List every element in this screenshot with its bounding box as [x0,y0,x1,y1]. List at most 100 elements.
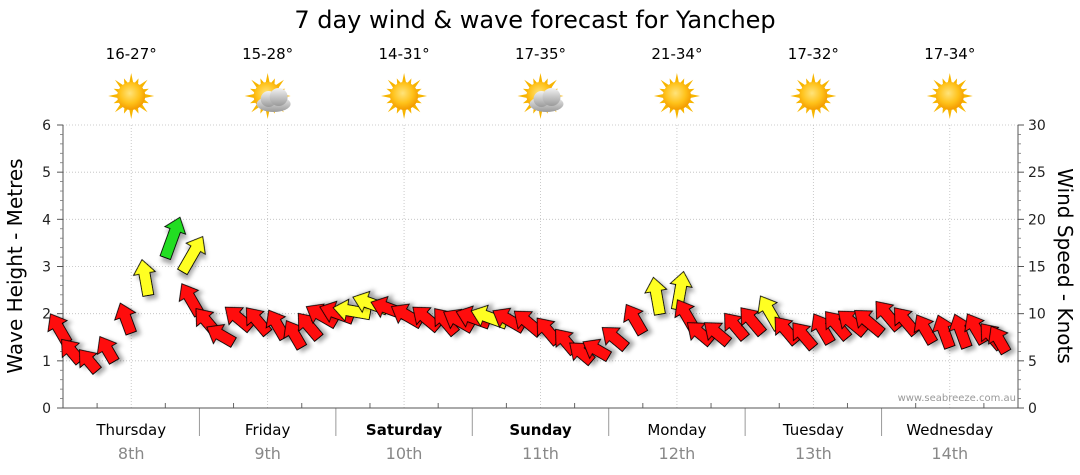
right-tick-label: 30 [1028,118,1046,134]
wind-arrow [703,322,733,348]
credit-text: www.seabreeze.com.au [898,393,1016,404]
sun-ray [947,73,952,84]
sun-icon [108,73,155,119]
day-label: Wednesday [906,421,993,439]
sun-ray [129,73,134,84]
wind-arrow [792,322,819,352]
weather-row: 16-27° 15-28° 14-31° 17-35° 21-34° 17-32° 17-3… [106,45,975,119]
sun-ray [401,108,407,119]
wind-arrow [601,327,630,353]
right-axis-title: Wind Speed - Knots [1053,168,1077,364]
sun-ray [674,108,680,119]
wind-arrow [623,303,649,337]
right-tick-label: 5 [1028,354,1037,370]
sun-ray [653,93,665,99]
left-tick-label: 2 [42,307,51,323]
day-label: Tuesday [782,421,844,439]
wind-arrow [740,307,768,338]
cloud-shape [529,88,564,112]
date-label: 9th [254,444,281,463]
temp-range: 14-31° [379,45,430,63]
wind-arrow [47,313,73,346]
sun-disc [935,82,964,110]
chart-title: 7 day wind & wave forecast for Yanchep [294,6,775,34]
sun-disc [662,82,691,110]
wind-arrow [825,311,853,342]
sun-icon [926,73,973,119]
temp-range: 21-34° [651,45,702,63]
day-labels: Thursday 8th Friday 9th Saturday 10th Sunday 11… [95,421,993,463]
right-tick-label: 20 [1028,212,1046,228]
left-tick-label: 3 [42,260,51,276]
cloud-part [542,88,561,106]
sun-icon [381,73,428,119]
sun-disc [390,82,419,110]
sun-ray [962,93,973,99]
temp-range: 17-34° [924,45,975,63]
wind-arrow [78,349,102,375]
wind-arrow [96,336,120,365]
left-tick-label: 6 [42,118,51,134]
date-label: 11th [522,444,559,463]
wind-arrow [854,310,886,338]
left-tick-label: 1 [42,354,51,370]
sun-cloud-icon [244,73,291,119]
wind-arrow [132,258,157,297]
wind-arrow [988,325,1012,356]
wind-arrow [810,313,836,346]
sun-disc [799,82,828,110]
sun-ray [265,73,270,84]
sun-ray [517,93,528,99]
temp-range: 16-27° [106,45,157,63]
left-tick-label: 0 [42,401,51,417]
sun-ray [689,93,700,99]
cloud-shape [256,88,291,112]
wind-arrow [206,323,237,348]
wind-arrow [913,314,939,346]
sun-ray [811,73,816,84]
wind-arrow [644,276,668,316]
wind-arrows [47,216,1012,375]
day-label: Sunday [509,421,572,439]
sun-ray [244,93,255,99]
date-label: 10th [386,444,423,463]
temp-range: 15-28° [242,45,293,63]
wind-arrow [724,312,750,342]
left-axis-ticks: 0 1 2 3 4 5 6 [42,118,63,417]
wind-arrow [114,302,137,336]
sun-ray [947,108,952,119]
sun-ray [826,93,837,99]
day-label: Friday [245,421,291,439]
temp-range: 17-32° [788,45,839,63]
sun-ray [538,73,543,84]
sun-disc [117,82,146,110]
date-label: 8th [118,444,145,463]
sun-ray [811,108,816,119]
right-tick-label: 0 [1028,401,1037,417]
sun-icon [790,73,837,119]
sun-ray [926,93,937,99]
date-label: 13th [795,444,832,463]
left-axis-title: Wave Height - Metres [3,158,27,373]
sun-ray [674,73,680,84]
wind-arrow [159,216,187,261]
right-tick-label: 10 [1028,307,1046,323]
wind-arrow [931,314,956,350]
wind-arrow [582,338,613,363]
sun-ray [416,93,428,99]
left-tick-label: 5 [42,165,51,181]
sun-ray [108,93,119,99]
cloud-part [269,88,288,106]
right-axis-ticks: 0 5 10 15 20 25 30 [1018,118,1046,417]
left-tick-label: 4 [42,212,51,228]
sun-ray [401,73,407,84]
sun-ray [381,93,392,99]
wind-arrow [297,312,324,342]
wind-arrow [245,307,273,338]
right-tick-label: 25 [1028,165,1046,181]
sun-ray [790,93,801,99]
day-label: Thursday [95,421,166,439]
day-label: Monday [647,421,706,439]
right-tick-label: 15 [1028,260,1046,276]
